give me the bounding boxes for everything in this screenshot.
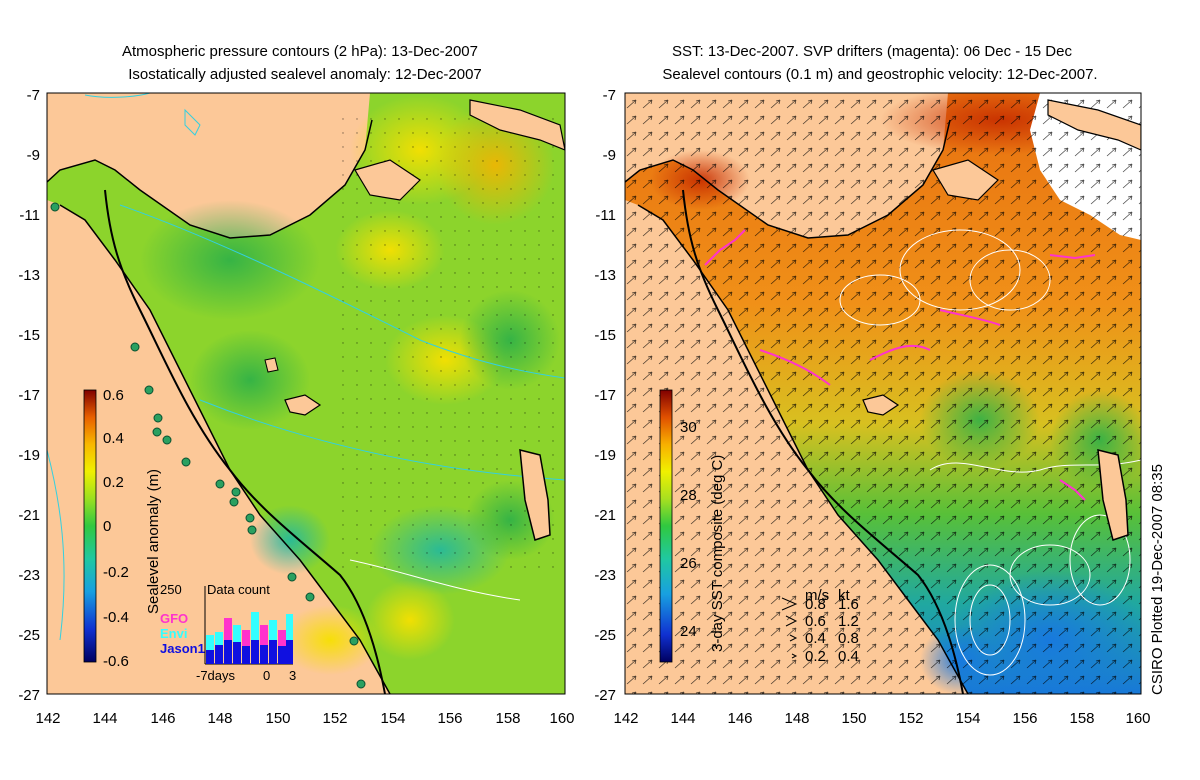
- right-lat-ticks: -7 -9 -11 -13 -15 -17 -19 -21 -23 -25 -2…: [594, 87, 616, 704]
- lon-tick-154: 154: [380, 710, 405, 727]
- left-map-panel: Atmospheric pressure contours (2 hPa): 1…: [18, 43, 574, 727]
- r-lat-tick-11: -11: [595, 207, 616, 224]
- r-lon-tick-144: 144: [670, 710, 695, 727]
- r-lat-tick-9: -9: [603, 147, 616, 164]
- right-title-line2: Sealevel contours (0.1 m) and geostrophi…: [662, 66, 1097, 83]
- left-title-line1: Atmospheric pressure contours (2 hPa): 1…: [122, 43, 478, 60]
- lon-tick-148: 148: [207, 710, 232, 727]
- lon-tick-146: 146: [150, 710, 175, 727]
- r-lat-tick-23: -23: [594, 567, 616, 584]
- r-lon-tick-158: 158: [1069, 710, 1094, 727]
- data-count-inset: 250 Data count GFO Envi Jason1 -7days 0: [160, 582, 296, 683]
- vel-row1-ms: 0.8: [805, 596, 826, 613]
- left-colorbar-ticks: 0.6 0.4 0.2 0 -0.2 -0.4 -0.6: [103, 387, 129, 670]
- r-lon-tick-148: 148: [784, 710, 809, 727]
- sst-tick-30: 30: [680, 419, 697, 436]
- sst-tick-28: 28: [680, 487, 697, 504]
- lat-tick-13: -13: [18, 267, 40, 284]
- inset-legend-gfo: GFO: [160, 611, 188, 626]
- right-colorbar-ticks: 30 28 26 24: [680, 419, 697, 640]
- vel-header-kt: kt: [838, 587, 851, 604]
- vel-row3-kt: 0.8: [838, 630, 859, 647]
- right-colorbar: [659, 389, 673, 663]
- vel-row2-ms: 0.6: [805, 613, 826, 630]
- r-lat-tick-15: -15: [594, 327, 616, 344]
- r-lon-tick-142: 142: [613, 710, 638, 727]
- lat-tick-27: -27: [18, 687, 40, 704]
- lat-tick-7: -7: [27, 87, 40, 104]
- vel-row1-kt: 1.6: [838, 596, 859, 613]
- sla-tick-1: 0.6: [103, 387, 124, 404]
- r-lon-tick-160: 160: [1125, 710, 1150, 727]
- vel-header-ms: m/s: [805, 587, 829, 604]
- left-title-line2: Isostatically adjusted sealevel anomaly:…: [128, 66, 482, 83]
- left-colorbar-label: Sealevel anomaly (m): [145, 469, 162, 614]
- r-lon-tick-150: 150: [841, 710, 866, 727]
- r-lat-tick-7: -7: [603, 87, 616, 104]
- right-lon-ticks: 142 144 146 148 150 152 154 156 158 160: [613, 710, 1150, 727]
- right-colorbar-label: 3-day SST composite (deg C): [709, 455, 726, 652]
- r-lat-tick-17: -17: [594, 387, 616, 404]
- inset-legend-envi: Envi: [160, 626, 187, 641]
- right-map-frame: [624, 92, 1142, 695]
- r-lon-tick-152: 152: [898, 710, 923, 727]
- lat-tick-17: -17: [18, 387, 40, 404]
- inset-bars: [206, 612, 293, 664]
- vel-row4-kt: 0.4: [838, 648, 859, 665]
- inset-xlabel-start: -7days: [196, 668, 236, 683]
- sla-tick-5: -0.2: [103, 564, 129, 581]
- right-map-area: [625, 93, 1141, 694]
- sla-tick-4: 0: [103, 518, 111, 535]
- sla-tick-2: 0.4: [103, 430, 124, 447]
- lon-tick-144: 144: [92, 710, 117, 727]
- right-title-line1: SST: 13-Dec-2007. SVP drifters (magenta)…: [672, 43, 1072, 60]
- left-colorbar: [83, 389, 97, 663]
- inset-xlabel-end: 3: [289, 668, 296, 683]
- sla-tick-3: 0.2: [103, 474, 124, 491]
- sla-tick-7: -0.6: [103, 653, 129, 670]
- left-map-area: [47, 93, 565, 694]
- r-lat-tick-19: -19: [594, 447, 616, 464]
- inset-xlabel-zero: 0: [263, 668, 270, 683]
- lat-tick-9: -9: [27, 147, 40, 164]
- left-map-frame: [46, 92, 566, 695]
- lon-tick-142: 142: [35, 710, 60, 727]
- r-lon-tick-156: 156: [1012, 710, 1037, 727]
- velocity-legend: m/s kt 0.8 1.6 0.6 1.2 0.4 0.8 0.2 0.4: [781, 587, 859, 665]
- sst-tick-26: 26: [680, 555, 697, 572]
- inset-legend-jason1: Jason1: [160, 641, 205, 656]
- lon-tick-152: 152: [322, 710, 347, 727]
- lat-tick-11: -11: [19, 207, 40, 224]
- vel-row4-ms: 0.2: [805, 648, 826, 665]
- left-lat-ticks: -7 -9 -11 -13 -15 -17 -19 -21 -23 -25 -2…: [18, 87, 40, 704]
- lat-tick-15: -15: [18, 327, 40, 344]
- inset-ymax: 250: [160, 582, 182, 597]
- r-lon-tick-154: 154: [955, 710, 980, 727]
- right-map-panel: SST: 13-Dec-2007. SVP drifters (magenta)…: [594, 43, 1166, 727]
- plot-credit: CSIRO Plotted 19-Dec-2007 08:35: [1149, 464, 1166, 695]
- sla-tick-6: -0.4: [103, 609, 129, 626]
- lon-tick-150: 150: [265, 710, 290, 727]
- tide-gauge-markers: [50, 202, 366, 689]
- lat-tick-23: -23: [18, 567, 40, 584]
- left-lon-ticks: 142 144 146 148 150 152 154 156 158 160: [35, 710, 574, 727]
- lon-tick-160: 160: [549, 710, 574, 727]
- r-lat-tick-27: -27: [594, 687, 616, 704]
- lon-tick-156: 156: [437, 710, 462, 727]
- lat-tick-25: -25: [18, 627, 40, 644]
- lat-tick-19: -19: [18, 447, 40, 464]
- inset-title: Data count: [207, 582, 270, 597]
- r-lat-tick-21: -21: [594, 507, 616, 524]
- r-lon-tick-146: 146: [727, 710, 752, 727]
- vel-row3-ms: 0.4: [805, 630, 826, 647]
- sst-tick-24: 24: [680, 623, 697, 640]
- lat-tick-21: -21: [18, 507, 40, 524]
- svp-drifter-tracks: [704, 229, 1096, 501]
- lon-tick-158: 158: [495, 710, 520, 727]
- r-lat-tick-13: -13: [594, 267, 616, 284]
- r-lat-tick-25: -25: [594, 627, 616, 644]
- vel-row2-kt: 1.2: [838, 613, 859, 630]
